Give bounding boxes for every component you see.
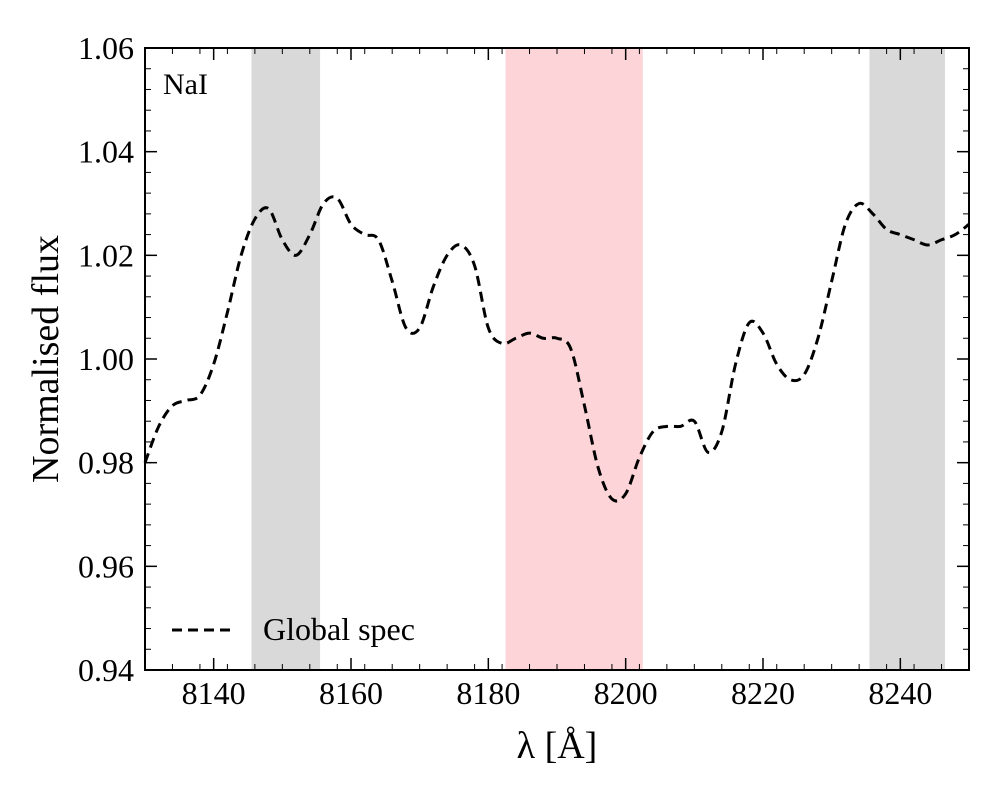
shaded-band-3 [869, 48, 945, 670]
y-tick-label: 1.02 [78, 237, 134, 273]
x-tick-labels: 8140 8160 8180 8200 8220 8240 [182, 675, 933, 711]
legend-label: Global spec [263, 611, 415, 647]
x-tick-label: 8220 [731, 675, 795, 711]
y-tick-label: 0.98 [78, 445, 134, 481]
annotation-nai: NaI [163, 68, 208, 101]
y-tick-labels: 0.94 0.96 0.98 1.00 1.02 1.04 1.06 [78, 30, 134, 688]
y-tick-label: 1.06 [78, 30, 134, 66]
y-tick-label: 1.04 [78, 134, 134, 170]
x-tick-label: 8160 [319, 675, 383, 711]
x-tick-label: 8200 [594, 675, 658, 711]
legend: Global spec [172, 611, 415, 647]
series-line-global-spec [143, 195, 970, 503]
x-axis-title: λ [Å] [517, 725, 598, 767]
y-tick-label: 0.96 [78, 548, 134, 584]
x-tick-label: 8240 [868, 675, 932, 711]
shaded-band-1 [251, 48, 321, 670]
x-tick-label: 8140 [182, 675, 246, 711]
plot-frame [144, 47, 970, 671]
y-axis-title: Normalised flux [25, 235, 67, 483]
x-tick-label: 8180 [456, 675, 520, 711]
y-tick-label: 1.00 [78, 341, 134, 377]
shaded-bands [251, 48, 945, 670]
y-tick-label: 0.94 [78, 652, 134, 688]
